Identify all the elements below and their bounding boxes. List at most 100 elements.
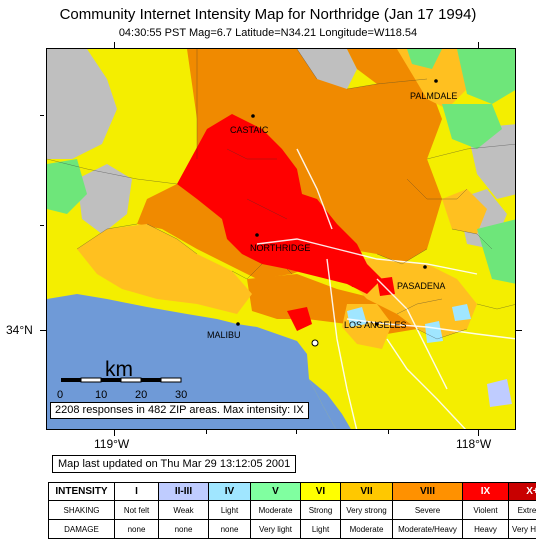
city-malibu: MALIBU [207, 322, 241, 340]
city-palmdale: PALMDALE [410, 79, 457, 101]
legend-shaking-iv: Light [208, 500, 251, 520]
legend-damage-row: DAMAGE none none none Very light Light M… [48, 519, 536, 539]
legend-header-damage: DAMAGE [48, 519, 115, 539]
scale-tick-10: 10 [95, 389, 107, 401]
epicenter-dot [311, 339, 319, 347]
region-v-west [47, 159, 87, 214]
city-pasadena: PASADENA [397, 265, 445, 291]
no-data-region-n [297, 49, 357, 89]
last-updated: Map last updated on Thu Mar 29 13:12:05 … [52, 455, 297, 473]
legend-shaking-ii-iii: Weak [158, 500, 209, 520]
city-marker-malibu [236, 322, 240, 326]
lon-label-118w: 118°W [456, 437, 492, 451]
city-castaic: CASTAIC [230, 114, 269, 135]
legend-damage-iv: none [208, 519, 251, 539]
scale-tick-30: 30 [175, 389, 187, 401]
scale-tick-20: 20 [135, 389, 147, 401]
region-vii-ne [442, 189, 487, 234]
intensity-legend: INTENSITY I II-III IV V VI VII VIII IX X… [48, 482, 536, 539]
lat-tick-left [40, 330, 46, 331]
region-v-palmdale [442, 104, 502, 149]
scale-seg-5 [141, 378, 161, 382]
city-marker-pasadena [423, 265, 427, 269]
scale-unit: km [105, 358, 133, 381]
city-marker-los-angeles [375, 322, 379, 326]
city-label-malibu: MALIBU [207, 330, 241, 340]
legend-shaking-x-plus: Extreme [508, 500, 536, 520]
event-details: 04:30:55 PST Mag=6.7 Latitude=N34.21 Lon… [118, 27, 418, 39]
region-v-ne [407, 49, 442, 69]
legend-damage-i: none [114, 519, 159, 539]
minor-tick-left-1 [40, 115, 44, 116]
lon-tick-119-top [114, 42, 115, 48]
legend-intensity-v: V [250, 482, 301, 501]
region-ii-iii-1 [487, 379, 512, 407]
scale-seg-4 [120, 377, 142, 383]
legend-shaking-ix: Violent [462, 500, 509, 520]
lon-tick-119 [114, 430, 115, 436]
legend-intensity-vii: VII [340, 482, 393, 501]
city-marker-palmdale [434, 79, 438, 83]
ocean-edge [309, 379, 351, 429]
city-northridge: NORTHRIDGE [250, 233, 310, 253]
region-ix-la [347, 267, 367, 287]
region-ix-santa-monica [287, 307, 312, 331]
scale-seg-6 [160, 377, 182, 383]
scale-seg-3 [101, 378, 121, 382]
epicenter-marker [311, 339, 319, 347]
zip-boundaries [47, 49, 515, 340]
legend-shaking-viii: Severe [392, 500, 463, 520]
legend-damage-v: Very light [250, 519, 301, 539]
lon-tick-118 [478, 430, 479, 436]
region-iv-1 [425, 321, 443, 343]
minor-tick-bottom-2 [296, 430, 297, 434]
legend-shaking-vii: Very strong [340, 500, 393, 520]
city-label-northridge: NORTHRIDGE [250, 243, 310, 253]
scale-bar: km 0 10 20 30 [57, 358, 187, 401]
region-ix-san-fernando [177, 114, 382, 294]
legend-damage-vi: Light [300, 519, 341, 539]
lat-tick-right [516, 330, 522, 331]
minor-tick-left-2 [40, 225, 44, 226]
no-data-region-nw [47, 49, 117, 159]
scale-tick-0: 0 [57, 389, 63, 401]
scale-seg-2 [80, 377, 102, 383]
region-iv-2 [347, 307, 367, 327]
legend-shaking-i: Not felt [114, 500, 159, 520]
legend-damage-ii-iii: none [158, 519, 209, 539]
legend-intensity-row: INTENSITY I II-III IV V VI VII VIII IX X… [48, 482, 536, 501]
responses-summary: 2208 responses in 482 ZIP areas. Max int… [50, 402, 309, 419]
region-ix-east [377, 277, 395, 296]
legend-intensity-vi: VI [300, 482, 341, 501]
legend-header-intensity: INTENSITY [48, 482, 115, 501]
city-label-castaic: CASTAIC [230, 125, 269, 135]
legend-damage-x-plus: Very Heavy [508, 519, 536, 539]
legend-damage-vii: Moderate [340, 519, 393, 539]
legend-damage-viii: Moderate/Heavy [392, 519, 463, 539]
scale-seg-1 [61, 378, 81, 382]
lat-label: 34°N [6, 323, 33, 337]
city-marker-northridge [255, 233, 259, 237]
region-vii-sw [77, 224, 252, 314]
legend-shaking-row: SHAKING Not felt Weak Light Moderate Str… [48, 500, 536, 520]
city-label-pasadena: PASADENA [397, 281, 445, 291]
city-los-angeles: LOS ANGELES [344, 320, 407, 330]
no-data-region-w [77, 164, 132, 234]
lon-tick-118-top [478, 42, 479, 48]
legend-shaking-vi: Strong [300, 500, 341, 520]
city-marker-castaic [251, 114, 255, 118]
region-v-north [457, 49, 515, 104]
legend-shaking-v: Moderate [250, 500, 301, 520]
map-title: Community Internet Intensity Map for Nor… [59, 6, 477, 23]
legend-intensity-ii-iii: II-III [158, 482, 209, 501]
legend-intensity-x-plus: X+ [508, 482, 536, 501]
legend-damage-ix: Heavy [462, 519, 509, 539]
region-v-east [477, 219, 515, 284]
minor-tick-bottom-3 [388, 430, 389, 434]
intensity-map[interactable]: PALMDALE CASTAIC NORTHRIDGE PASADENA MAL… [46, 48, 516, 430]
city-label-los-angeles: LOS ANGELES [344, 320, 407, 330]
legend-intensity-viii: VIII [392, 482, 463, 501]
region-iv-3 [452, 304, 471, 321]
legend-header-shaking: SHAKING [48, 500, 115, 520]
legend-intensity-iv: IV [208, 482, 251, 501]
